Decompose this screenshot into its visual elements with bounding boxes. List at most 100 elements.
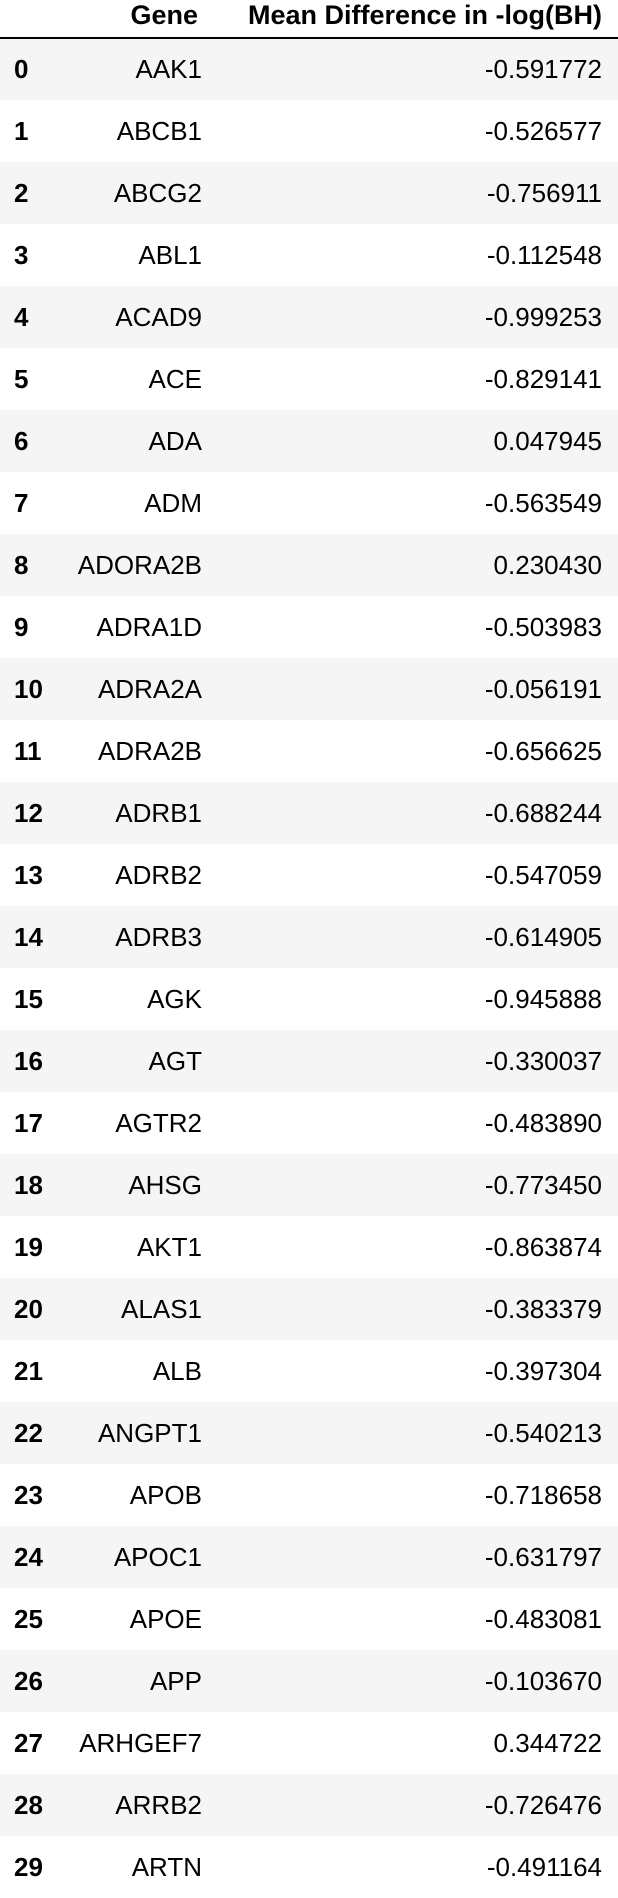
row-index-cell: 1 (14, 115, 29, 146)
mean-difference-cell: -0.383379 (484, 1293, 602, 1324)
mean-difference-cell: -0.563549 (484, 487, 602, 518)
table-row: 7 ADM -0.563549 (0, 472, 618, 534)
gene-cell: ADA (148, 425, 202, 456)
row-index-cell: 12 (14, 797, 43, 828)
gene-column-header: Gene (130, 0, 198, 30)
table-row: 25 APOE -0.483081 (0, 1588, 618, 1650)
mean-difference-cell: -0.631797 (484, 1541, 602, 1572)
gene-cell: APOB (129, 1479, 202, 1510)
mean-difference-cell: -0.718658 (484, 1479, 602, 1510)
mean-difference-cell: -0.330037 (484, 1045, 602, 1076)
gene-cell: ADORA2B (77, 549, 202, 580)
row-index-cell: 25 (14, 1603, 43, 1634)
row-index-cell: 23 (14, 1479, 43, 1510)
table-row: 18 AHSG -0.773450 (0, 1154, 618, 1216)
mean-difference-cell: -0.863874 (484, 1231, 602, 1262)
gene-cell: ADRB1 (115, 797, 202, 828)
gene-cell: ADM (144, 487, 202, 518)
mean-difference-cell: -0.547059 (484, 859, 602, 890)
gene-cell: ALB (152, 1355, 202, 1386)
table-row: 10 ADRA2A -0.056191 (0, 658, 618, 720)
gene-cell: ANGPT1 (97, 1417, 202, 1448)
gene-cell: APOE (129, 1603, 202, 1634)
table-row: 23 APOB -0.718658 (0, 1464, 618, 1526)
table-row: 1 ABCB1 -0.526577 (0, 100, 618, 162)
row-index-cell: 13 (14, 859, 43, 890)
gene-cell: ALAS1 (121, 1293, 202, 1324)
row-index-cell: 5 (14, 363, 29, 394)
gene-cell: AKT1 (136, 1231, 202, 1262)
gene-cell: ACAD9 (115, 301, 202, 332)
row-index-cell: 7 (14, 487, 29, 518)
gene-cell: ARHGEF7 (79, 1727, 202, 1758)
table-row: 8 ADORA2B 0.230430 (0, 534, 618, 596)
table-row: 21 ALB -0.397304 (0, 1340, 618, 1402)
mean-difference-column-header: Mean Difference in -log(BH) (247, 0, 602, 30)
mean-difference-cell: -0.503983 (484, 611, 602, 642)
mean-difference-cell: -0.112548 (486, 239, 602, 270)
gene-cell: ARRB2 (115, 1789, 202, 1820)
table-header: Gene Mean Difference in -log(BH) (0, 0, 618, 38)
gene-cell: AGT (148, 1045, 202, 1076)
row-index-cell: 26 (14, 1665, 43, 1696)
row-index-cell: 4 (14, 301, 29, 332)
gene-cell: ABL1 (138, 239, 202, 270)
mean-difference-cell: -0.756911 (486, 177, 602, 208)
table-row: 17 AGTR2 -0.483890 (0, 1092, 618, 1154)
mean-difference-cell: -0.656625 (484, 735, 602, 766)
table-row: 2 ABCG2 -0.756911 (0, 162, 618, 224)
row-index-cell: 28 (14, 1789, 43, 1820)
mean-difference-cell: -0.773450 (484, 1169, 602, 1200)
mean-difference-cell: -0.829141 (484, 363, 602, 394)
table-row: 22 ANGPT1 -0.540213 (0, 1402, 618, 1464)
table-row: 24 APOC1 -0.631797 (0, 1526, 618, 1588)
row-index-cell: 21 (14, 1355, 43, 1386)
table-row: 4 ACAD9 -0.999253 (0, 286, 618, 348)
table-row: 16 AGT -0.330037 (0, 1030, 618, 1092)
mean-difference-cell: -0.591772 (484, 54, 602, 84)
table-row: 5 ACE -0.829141 (0, 348, 618, 410)
row-index-cell: 15 (14, 983, 43, 1014)
row-index-cell: 9 (14, 611, 29, 642)
row-index-cell: 18 (14, 1169, 43, 1200)
table-row: 14 ADRB3 -0.614905 (0, 906, 618, 968)
mean-difference-cell: -0.999253 (484, 301, 602, 332)
row-index-cell: 3 (14, 239, 29, 270)
row-index-cell: 20 (14, 1293, 43, 1324)
mean-difference-cell: -0.483081 (484, 1603, 602, 1634)
gene-cell: APP (149, 1665, 202, 1696)
row-index-cell: 16 (14, 1045, 43, 1076)
mean-difference-cell: -0.726476 (484, 1789, 602, 1820)
index-column-header (0, 0, 64, 38)
mean-difference-cell: -0.526577 (484, 115, 602, 146)
gene-cell: ADRB3 (115, 921, 202, 952)
gene-cell: AAK1 (135, 54, 203, 84)
table-row: 26 APP -0.103670 (0, 1650, 618, 1712)
table-row: 0 AAK1 -0.591772 (0, 38, 618, 100)
row-index-cell: 19 (14, 1231, 43, 1262)
gene-cell: ABCG2 (113, 177, 202, 208)
row-index-cell: 6 (14, 425, 29, 456)
row-index-cell: 14 (14, 921, 43, 952)
mean-difference-cell: -0.103670 (484, 1665, 602, 1696)
mean-difference-cell: -0.483890 (484, 1107, 602, 1138)
table-row: 20 ALAS1 -0.383379 (0, 1278, 618, 1340)
row-index-cell: 11 (14, 735, 42, 766)
gene-cell: ARTN (131, 1851, 202, 1882)
mean-difference-cell: -0.056191 (484, 673, 602, 704)
table-row: 15 AGK -0.945888 (0, 968, 618, 1030)
row-index-cell: 24 (14, 1541, 43, 1572)
table-row: 28 ARRB2 -0.726476 (0, 1774, 618, 1836)
gene-cell: ABCB1 (116, 115, 202, 146)
mean-difference-cell: -0.688244 (484, 797, 602, 828)
gene-cell: ADRA2A (97, 673, 202, 704)
header-row: Gene Mean Difference in -log(BH) (0, 0, 618, 38)
table-row: 19 AKT1 -0.863874 (0, 1216, 618, 1278)
row-index-cell: 0 (14, 54, 29, 84)
row-index-cell: 27 (14, 1727, 43, 1758)
table-row: 11 ADRA2B -0.656625 (0, 720, 618, 782)
table-row: 29 ARTN -0.491164 (0, 1836, 618, 1898)
mean-difference-cell: -0.945888 (484, 983, 602, 1014)
mean-difference-cell: 0.047945 (493, 425, 602, 456)
